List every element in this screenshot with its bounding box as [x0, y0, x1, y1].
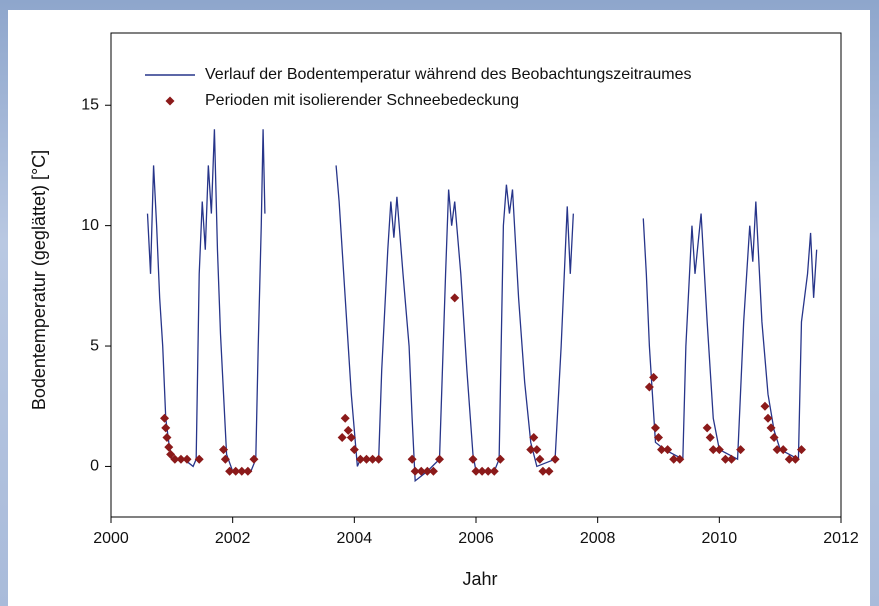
y-tick-label: 5 — [90, 337, 99, 354]
snow-point — [161, 423, 171, 433]
snow-point — [760, 401, 770, 411]
snow-point — [714, 445, 724, 455]
snow-point — [763, 413, 773, 423]
snow-point — [162, 433, 172, 443]
snow-point — [450, 293, 460, 303]
snow-point — [194, 454, 204, 464]
data-line — [642, 201, 818, 461]
snow-point — [176, 454, 186, 464]
snow-point — [663, 445, 673, 455]
snow-point — [657, 445, 667, 455]
snow-point — [243, 466, 253, 476]
snow-point — [368, 454, 378, 464]
snow-point — [526, 445, 536, 455]
snow-point — [220, 454, 230, 464]
snow-point — [355, 454, 365, 464]
snow-point — [435, 454, 444, 464]
snow-point — [772, 445, 782, 455]
snow-point — [489, 466, 499, 476]
snow-point — [769, 433, 779, 443]
snow-point — [249, 454, 259, 464]
snow-point — [346, 433, 356, 443]
x-tick-label: 2000 — [93, 530, 129, 547]
snow-point — [340, 413, 350, 423]
snow-point — [349, 445, 359, 455]
snow-point — [644, 382, 654, 392]
snow-point — [477, 466, 487, 476]
snow-point — [219, 445, 229, 455]
snow-point — [407, 454, 417, 464]
snow-point — [337, 433, 347, 443]
snow-point — [410, 466, 420, 476]
snow-point — [471, 466, 481, 476]
snow-point — [422, 466, 432, 476]
y-tick-label: 10 — [81, 217, 99, 234]
y-tick-label: 0 — [90, 458, 99, 475]
x-tick-label: 2010 — [702, 530, 738, 547]
data-line — [335, 165, 574, 483]
snow-point — [736, 445, 746, 455]
x-tick-label: 2012 — [823, 530, 859, 547]
snow-point — [374, 454, 384, 464]
snow-point — [231, 466, 241, 476]
panel — [8, 10, 870, 606]
snow-point — [796, 445, 806, 455]
snow-point — [727, 454, 736, 464]
legend-marker — [165, 96, 175, 106]
legend-label: Verlauf der Bodentemperatur während des … — [205, 66, 692, 83]
snow-point — [495, 454, 505, 464]
snow-point — [705, 433, 715, 443]
snow-point — [362, 454, 371, 464]
snow-point — [654, 433, 663, 443]
snow-point — [675, 454, 685, 464]
snow-point — [160, 413, 170, 423]
x-tick-label: 2002 — [215, 530, 251, 547]
snow-point — [468, 454, 478, 464]
snow-point — [343, 425, 353, 435]
snow-point — [170, 454, 180, 464]
snow-point — [483, 466, 493, 476]
snow-point — [166, 449, 176, 459]
snow-point — [182, 454, 192, 464]
snow-point — [164, 442, 174, 452]
snow-point — [650, 423, 660, 433]
snow-point — [225, 466, 235, 476]
snow-point — [532, 445, 542, 455]
snow-point — [778, 445, 788, 455]
snow-point — [428, 466, 438, 476]
snow-point — [790, 454, 800, 464]
snow-point — [649, 372, 659, 382]
snow-point — [538, 466, 548, 476]
snow-point — [416, 466, 426, 476]
snow-point — [702, 423, 712, 433]
legend-label: Perioden mit isolierender Schneebedeckun… — [205, 92, 519, 109]
x-tick-label: 2006 — [458, 530, 494, 547]
data-line — [146, 129, 266, 472]
snow-point — [669, 454, 679, 464]
snow-point — [535, 454, 545, 464]
snow-point — [529, 433, 539, 443]
y-tick-label: 15 — [81, 96, 99, 113]
x-tick-label: 2004 — [337, 530, 373, 547]
snow-point — [550, 454, 560, 464]
snow-point — [708, 445, 718, 455]
y-axis-label: Bodentemperatur (geglättet) [°C] — [29, 150, 49, 410]
snow-point — [720, 454, 730, 464]
snow-point — [784, 454, 794, 464]
snow-point — [766, 423, 776, 433]
x-axis-label: Jahr — [462, 569, 497, 589]
snow-point — [544, 466, 554, 476]
x-tick-label: 2008 — [580, 530, 616, 547]
snow-point — [237, 466, 247, 476]
